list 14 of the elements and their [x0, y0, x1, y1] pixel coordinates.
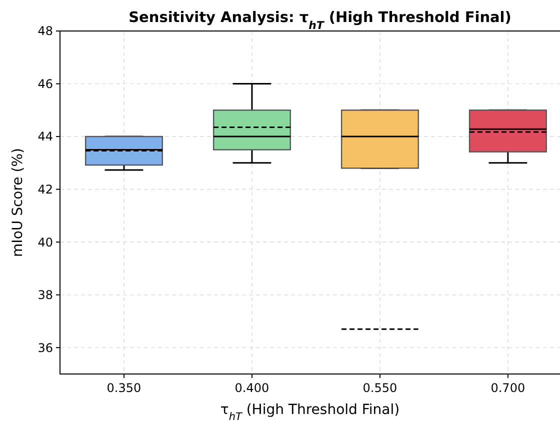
- x-tick-label: 0.400: [234, 381, 270, 395]
- x-axis-title: τ$_{hT}$ (High Threshold Final): [220, 402, 400, 421]
- x-tick-label: 0.700: [490, 381, 526, 395]
- y-tick-label: 36: [38, 340, 53, 355]
- y-tick-label: 48: [38, 24, 53, 38]
- y-tick-label: 40: [38, 235, 53, 250]
- x-tick-label: 0.550: [362, 381, 398, 395]
- y-tick-label: 42: [38, 182, 53, 197]
- y-tick-label: 38: [38, 288, 53, 302]
- y-axis-title: mIoU Score (%): [10, 148, 26, 257]
- y-tick-label: 46: [38, 76, 53, 91]
- x-tick-label: 0.350: [106, 381, 142, 395]
- chart-title: Sensitivity Analysis: τ$_{hT}$ (High Threshold Final): [128, 10, 512, 32]
- y-tick-label: 44: [38, 130, 53, 144]
